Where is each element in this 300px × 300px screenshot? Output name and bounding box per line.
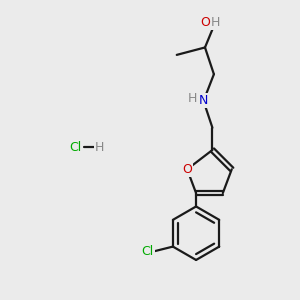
- Text: H: H: [188, 92, 197, 105]
- Text: O: O: [182, 163, 192, 176]
- Text: N: N: [199, 94, 208, 107]
- Text: Cl: Cl: [142, 244, 154, 258]
- Text: H: H: [95, 140, 104, 154]
- Text: H: H: [211, 16, 220, 29]
- Text: Cl: Cl: [70, 140, 82, 154]
- Text: O: O: [201, 16, 211, 29]
